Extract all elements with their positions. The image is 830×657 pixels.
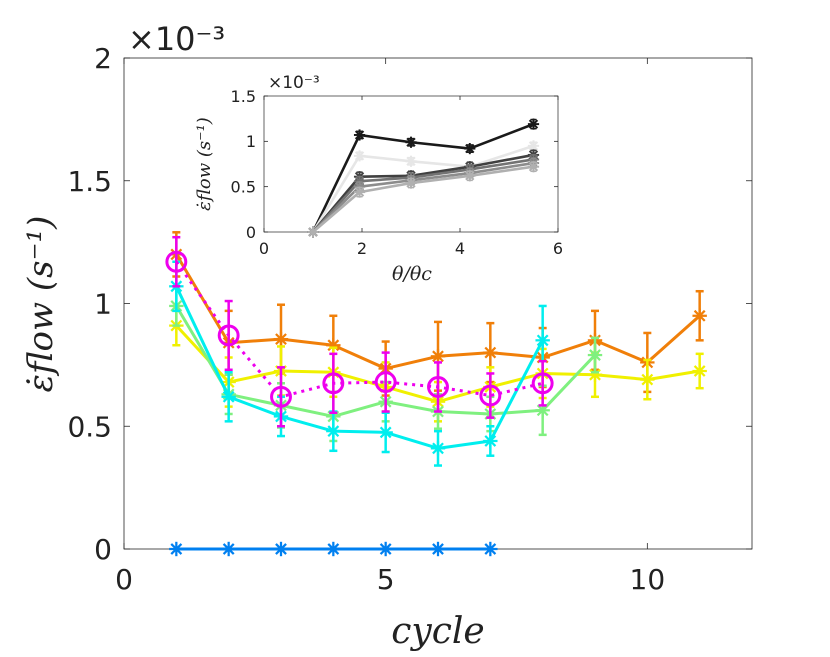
- main-point-marker: [326, 541, 341, 557]
- inset-x-axis-label: θ/θc: [392, 263, 432, 285]
- inset-y-tick-label: 1: [246, 132, 256, 151]
- main-error-bar: [434, 361, 442, 413]
- main-series-line-cyan: [174, 285, 544, 450]
- main-point-marker: [430, 541, 446, 557]
- inset-point-marker: [527, 118, 540, 130]
- inset-point-marker: [405, 177, 417, 189]
- main-point-marker: [483, 433, 498, 449]
- main-y-tick-label: 1: [94, 288, 112, 321]
- main-x-tick-label: 10: [630, 563, 666, 596]
- main-point-marker: [273, 331, 289, 347]
- main-point-marker: [479, 384, 502, 407]
- main-point-marker: [430, 349, 446, 364]
- main-error-bar: [277, 366, 285, 428]
- inset-point-marker: [353, 150, 366, 162]
- main-error-bar: [172, 235, 181, 288]
- main-error-bar: [538, 359, 547, 407]
- inset-y-tick-label: 0.5: [231, 177, 256, 196]
- main-point-marker: [640, 372, 655, 387]
- main-point-marker: [270, 385, 292, 408]
- inset-point-marker: [353, 129, 366, 141]
- inset-y-tick-label: 0: [246, 223, 256, 242]
- main-series-group: [165, 231, 707, 557]
- main-error-bar: [329, 352, 338, 414]
- main-point-marker: [378, 541, 393, 557]
- inset-x-tick-label: 0: [259, 239, 269, 258]
- inset-y-axis-label: ε̇flow (s⁻¹): [194, 117, 215, 211]
- main-point-marker: [427, 376, 449, 398]
- main-point-marker: [221, 541, 236, 557]
- main-x-tick-label: 0: [115, 563, 133, 596]
- main-point-marker: [692, 363, 707, 379]
- inset-x-tick-label: 6: [553, 239, 563, 258]
- main-error-bar: [224, 299, 233, 372]
- main-y-tick-label: 1.5: [67, 165, 112, 198]
- inset-x-tick-label: 2: [357, 239, 367, 258]
- inset-point-marker: [405, 155, 417, 167]
- inset-point-marker: [527, 161, 540, 173]
- main-point-marker: [326, 423, 341, 439]
- main-x-axis-label: cycle: [391, 611, 484, 652]
- inset-series-light-1: [307, 140, 540, 238]
- main-point-marker: [378, 425, 393, 440]
- inset-point-marker: [405, 136, 417, 148]
- main-point-marker: [587, 347, 603, 363]
- main-error-bar: [486, 372, 495, 419]
- main-exponent-label: ×10⁻³: [128, 20, 225, 58]
- main-point-marker: [483, 345, 498, 360]
- main-point-marker: [531, 372, 554, 395]
- inset-y-tick-label: 1.5: [231, 87, 256, 106]
- main-x-tick-label: 5: [377, 563, 395, 596]
- inset-x-tick-label: 4: [455, 239, 465, 258]
- main-point-marker: [374, 371, 397, 394]
- main-point-marker: [535, 333, 550, 348]
- main-point-marker: [217, 324, 240, 347]
- inset-series-group: [307, 118, 540, 238]
- main-point-marker: [221, 389, 236, 404]
- inset-point-marker: [353, 186, 366, 198]
- main-y-tick-label: 2: [94, 42, 112, 75]
- main-series-blue-zero: [169, 541, 498, 557]
- main-y-tick-label: 0.5: [67, 410, 112, 443]
- main-series-magenta-mean: [165, 235, 554, 428]
- main-y-axis-label: ε̇flow (s⁻¹): [21, 216, 61, 393]
- main-point-marker: [430, 441, 446, 456]
- main-error-bar: [381, 351, 390, 413]
- inset-plot-box: [263, 95, 559, 233]
- main-point-marker: [273, 541, 289, 557]
- inset-series-light-2: [307, 161, 540, 238]
- inset-exponent-label: ×10⁻³: [268, 73, 320, 93]
- main-point-marker: [169, 541, 184, 557]
- main-point-marker: [692, 308, 707, 323]
- main-point-marker: [165, 250, 188, 273]
- inset-ticks: 0 2 4 6 0 0.5 1 1.5: [231, 87, 564, 258]
- main-point-marker: [322, 372, 345, 395]
- inset-point-marker: [464, 142, 476, 155]
- main-point-marker: [483, 541, 498, 557]
- inset-point-marker: [464, 170, 476, 182]
- inset-point-marker: [307, 226, 319, 238]
- main-y-tick-label: 0: [94, 533, 112, 566]
- inset-axes: 0 2 4 6 0 0.5 1 1.5 ×10⁻³ θ/θc ε̇flow (s⁻¹): [194, 73, 563, 285]
